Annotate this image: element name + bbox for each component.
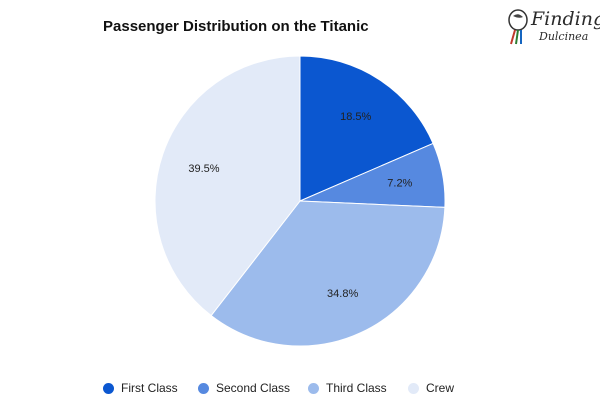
quill-icon xyxy=(508,9,528,45)
legend-item-first-class: First Class xyxy=(103,381,178,395)
legend-swatch xyxy=(308,382,319,394)
legend-swatch xyxy=(408,382,419,394)
legend-swatch xyxy=(103,382,114,394)
pie-slice-third-class xyxy=(210,200,446,347)
logo-line-2: Dulcinea xyxy=(539,30,589,43)
legend-item-crew: Crew xyxy=(408,381,454,395)
finding-dulcinea-logo: Finding Dulcinea xyxy=(505,8,600,52)
logo-line-1: Finding xyxy=(531,8,600,30)
legend-swatch xyxy=(198,382,209,394)
slice-label-first-class: 18.5% xyxy=(340,111,371,123)
pie-slice-crew xyxy=(154,55,301,317)
slice-label-third-class: 34.8% xyxy=(327,288,358,300)
legend-item-third-class: Third Class xyxy=(308,381,387,395)
legend-label: Second Class xyxy=(216,381,291,395)
legend-label: Third Class xyxy=(326,381,387,395)
legend-label: Crew xyxy=(426,381,455,395)
pie-slice-first-class xyxy=(299,55,434,202)
legend-item-second-class: Second Class xyxy=(198,381,290,395)
legend-label: First Class xyxy=(121,381,178,395)
slice-label-second-class: 7.2% xyxy=(387,178,412,190)
slice-label-crew: 39.5% xyxy=(188,163,219,175)
chart-legend: First Class Second Class Third Class Crew xyxy=(0,381,600,401)
chart-title: Passenger Distribution on the Titanic xyxy=(103,18,369,35)
